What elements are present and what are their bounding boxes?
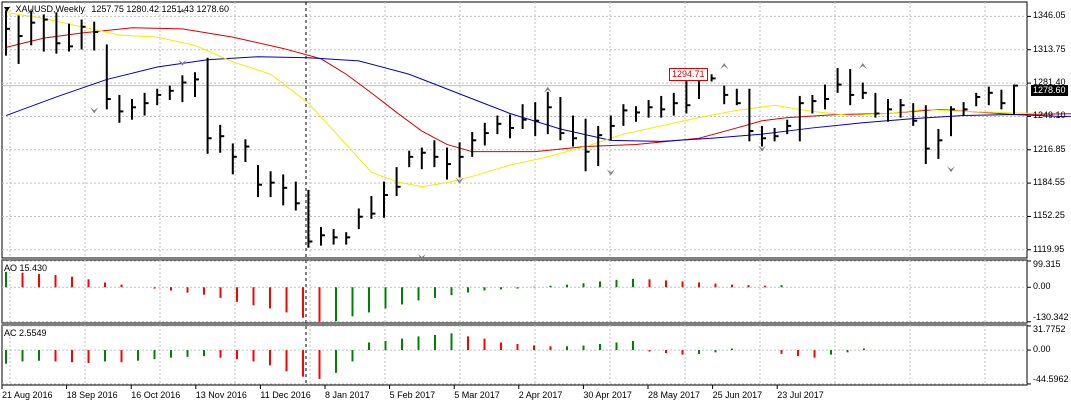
- ac-indicator-title: AC 2.5549: [4, 328, 47, 338]
- time-tick-label: 21 Aug 2016: [2, 390, 53, 400]
- time-tick-label: 23 Jul 2017: [777, 390, 824, 400]
- pane-frame-main: [1, 1, 1028, 259]
- price-tick-label: 1346.05: [1033, 10, 1066, 21]
- moving-average-line: [5, 11, 1040, 188]
- price-tick-label: 1152.25: [1033, 210, 1065, 221]
- ohlc-values: 1257.75 1280.42 1251.43 1278.60: [91, 4, 230, 14]
- indicator-tick-label: 99.315: [1033, 258, 1061, 269]
- time-tick-label: 11 Dec 2016: [260, 390, 311, 400]
- fractal-arrow-icon: [178, 8, 187, 15]
- pane-frame-ao: [1, 259, 1028, 324]
- indicator-tick-label: -44.5962: [1033, 373, 1069, 384]
- moving-average-line: [5, 27, 1071, 153]
- indicator-tick-label: 31.7752: [1033, 323, 1066, 334]
- time-tick-label: 30 Apr 2017: [583, 390, 632, 400]
- indicator-tick-label: 0.00: [1033, 344, 1051, 355]
- time-tick-label: 28 May 2017: [648, 390, 701, 400]
- indicator-tick-label: 0.00: [1033, 281, 1051, 292]
- current-price-label: 1278.60: [1031, 85, 1068, 96]
- main-chart-title: XAUUSD,Weekly 1257.75 1280.42 1251.43 12…: [4, 4, 229, 14]
- high-price-tag: 1294.71: [669, 68, 708, 81]
- time-tick-label: 2 Apr 2017: [518, 390, 563, 400]
- fractal-arrow-icon: [858, 62, 867, 69]
- price-tick-label: 1313.75: [1033, 43, 1066, 54]
- price-tick-label: 1216.85: [1033, 143, 1066, 154]
- time-tick-label: 8 Jan 2017: [325, 390, 370, 400]
- pane-frame-ac: [1, 324, 1028, 386]
- time-tick-label: 16 Oct 2016: [131, 390, 181, 400]
- time-tick-label: 5 Mar 2017: [454, 390, 500, 400]
- fractal-arrow-icon: [543, 86, 552, 93]
- price-tick-label: 1184.55: [1033, 177, 1065, 188]
- time-tick-label: 5 Feb 2017: [389, 390, 436, 400]
- moving-average-line: [5, 56, 1071, 142]
- fractal-arrow-icon: [758, 145, 766, 152]
- time-tick-label: 18 Sep 2016: [66, 390, 118, 400]
- fractal-arrow-icon: [947, 166, 955, 173]
- triangle-down-icon[interactable]: [4, 7, 10, 13]
- fractal-arrow-icon: [417, 254, 426, 260]
- symbol-label: XAUUSD,Weekly: [15, 4, 85, 14]
- fractal-arrow-icon: [720, 62, 729, 69]
- time-tick-label: 13 Nov 2016: [195, 390, 247, 400]
- fractal-arrow-icon: [606, 169, 615, 176]
- fractal-arrow-icon: [178, 59, 187, 66]
- fractal-arrow-icon: [27, 8, 36, 15]
- time-tick-label: 25 Jun 2017: [712, 390, 763, 400]
- fractal-arrow-icon: [455, 177, 464, 184]
- fractal-arrow-icon: [90, 107, 99, 114]
- price-tick-label: 1281.40: [1033, 77, 1066, 88]
- price-tick-label: 1249.10: [1033, 110, 1066, 121]
- indicator-tick-label: -130.342: [1033, 311, 1069, 322]
- ao-indicator-title: AO 15.430: [4, 263, 48, 273]
- price-tick-label: 1119.95: [1033, 243, 1065, 254]
